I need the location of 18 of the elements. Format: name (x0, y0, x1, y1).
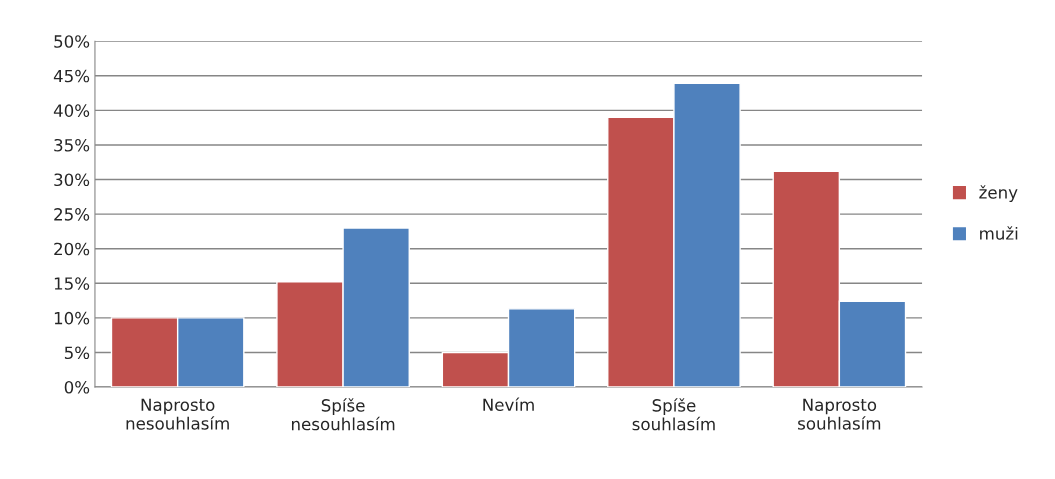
y-tick-label: 5% (64, 346, 90, 360)
x-tick-label: Spíše souhlasím (632, 398, 715, 431)
y-tick-label: 10% (54, 311, 90, 325)
legend-label: ženy (979, 185, 1018, 202)
y-tick-label: 50% (54, 35, 90, 48)
y-tick-label: 40% (53, 104, 90, 117)
y-tick-label: 35% (54, 138, 90, 152)
y-tick-label: 15% (54, 277, 90, 290)
x-tick-label: Nevím (483, 397, 534, 412)
y-tick-label: 20% (54, 242, 90, 256)
y-tick-label: 45% (53, 69, 90, 83)
y-tick-label: 0% (64, 380, 90, 394)
x-tick-label: Spíše nesouhlasím (291, 398, 395, 431)
x-tick-label: Naprosto souhlasím (798, 398, 881, 430)
y-tick-label: 25% (54, 208, 90, 221)
y-tick-label: 30% (54, 173, 90, 187)
legend-label: muži (980, 226, 1018, 240)
x-tick-label: Naprosto nesouhlasím (126, 398, 229, 430)
